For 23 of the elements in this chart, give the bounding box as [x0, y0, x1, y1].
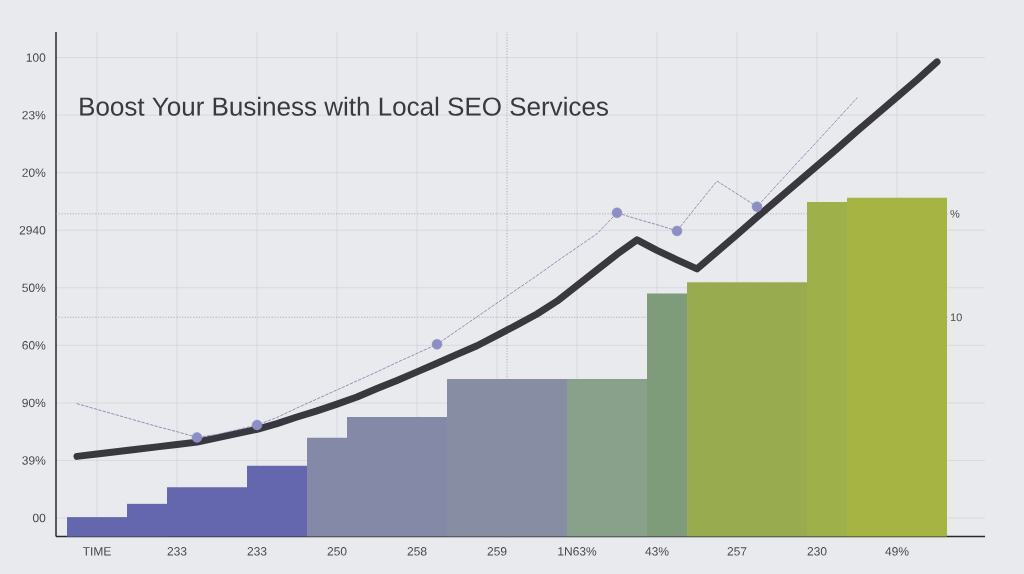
x-tick-label: TIME [82, 547, 111, 556]
text: 23% [22, 110, 46, 120]
text: 2940 [19, 226, 46, 235]
text: 20% [22, 168, 46, 177]
text: 00 [32, 513, 46, 523]
x-tick-label: 233 [167, 547, 187, 556]
x-tick-label: 43% [645, 547, 669, 556]
x-tick-label: 259 [487, 547, 507, 556]
x-tick-label: 258 [407, 547, 427, 556]
text: Boost Your Business with Local SEO Services [80, 96, 608, 116]
text: 90% [22, 398, 46, 408]
text: 50% [22, 283, 46, 293]
x-tick-label: 230 [807, 547, 827, 556]
x-tick-label: 1N63% [558, 547, 597, 556]
text: 60% [22, 341, 46, 350]
text: 100 [26, 53, 46, 62]
x-tick-label: 233 [247, 547, 267, 556]
text: % [950, 209, 960, 218]
text: 10 [950, 313, 962, 322]
text: 39% [22, 456, 46, 465]
x-tick-label: 250 [327, 547, 347, 556]
x-tick-label: 257 [727, 547, 747, 556]
x-tick-label: 49% [885, 547, 909, 556]
